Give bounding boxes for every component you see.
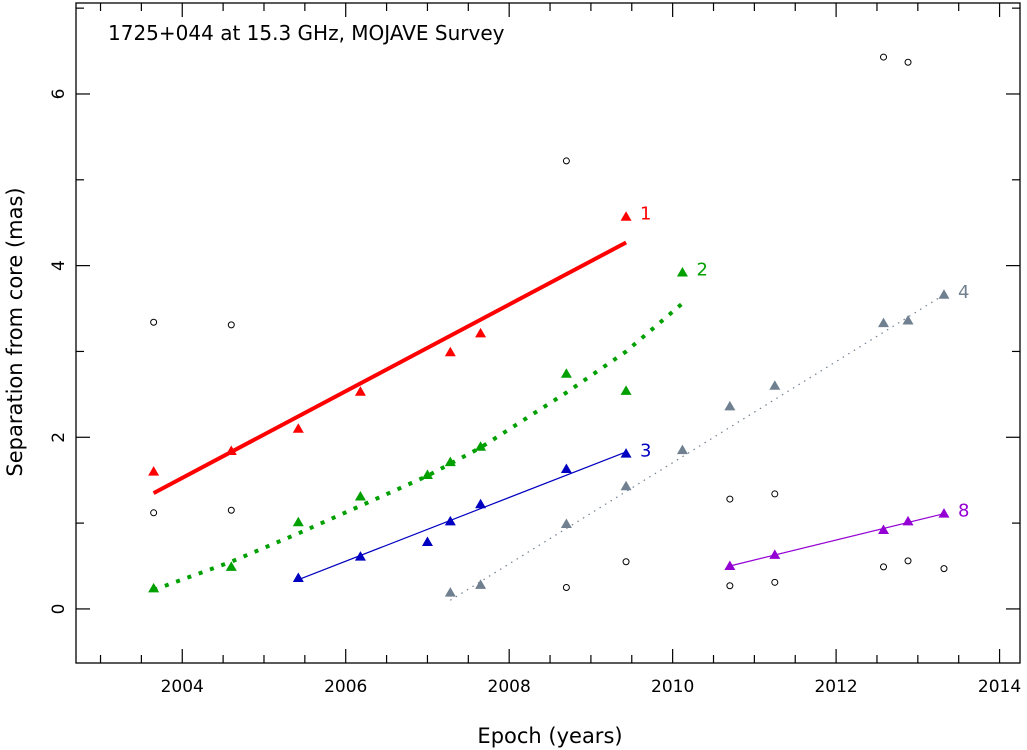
unassociated-point <box>940 565 948 573</box>
data-point-3 <box>560 463 572 474</box>
fit-line-1 <box>152 240 628 495</box>
unassociated-point <box>880 563 888 571</box>
series-label-3: 3 <box>640 441 651 462</box>
fit-line-4 <box>449 294 945 601</box>
series-label-8: 8 <box>958 501 969 522</box>
unassociated-point <box>227 321 235 329</box>
data-point-2 <box>148 582 160 593</box>
series-label-2: 2 <box>696 259 707 280</box>
unassociated-point <box>227 506 235 514</box>
data-point-2 <box>676 266 688 277</box>
data-point-2 <box>292 516 304 527</box>
data-point-8 <box>938 508 950 518</box>
data-point-2 <box>225 561 237 571</box>
fit-line-3 <box>298 451 627 581</box>
chart-title: 1725+044 at 15.3 GHz, MOJAVE Survey <box>108 21 505 45</box>
data-point-1 <box>225 445 237 456</box>
unassociated-point <box>562 157 570 165</box>
y-tick-label: 6 <box>49 89 69 100</box>
data-point-1 <box>475 327 487 338</box>
data-point-2 <box>444 456 456 467</box>
unassociated-point <box>771 490 779 498</box>
series-labels: 1 2 3 4 8 <box>640 204 969 522</box>
x-tick-label: 2006 <box>324 677 367 697</box>
x-tick-label: 2004 <box>161 677 204 697</box>
x-tick-label: 2014 <box>978 677 1021 697</box>
unassociated-point <box>904 58 912 66</box>
unassociated-point <box>150 318 158 326</box>
data-point-1 <box>620 211 632 221</box>
data-point-1 <box>354 386 366 396</box>
unassociated-point <box>726 495 734 503</box>
fit-line-8 <box>729 513 945 567</box>
data-point-3 <box>421 536 433 546</box>
data-point-4 <box>938 289 950 299</box>
unassociated-point <box>622 558 630 566</box>
data-point-4 <box>475 579 487 589</box>
unassociated-point <box>771 578 779 586</box>
data-point-2 <box>354 490 366 501</box>
unassociated-point <box>726 582 734 590</box>
x-tick-label: 2008 <box>488 677 531 697</box>
data-point-1 <box>292 423 304 433</box>
fit-lines <box>152 240 945 601</box>
data-point-4 <box>560 518 572 528</box>
x-tick-label: 2012 <box>814 677 857 697</box>
y-tick-label: 2 <box>49 432 69 443</box>
data-point-3 <box>354 551 366 561</box>
data-point-8 <box>769 549 781 559</box>
unassociated-point <box>150 509 158 517</box>
x-tick-label: 2010 <box>651 677 694 697</box>
data-point-1 <box>444 346 456 357</box>
data-point-8 <box>878 524 890 534</box>
unassociated-point <box>562 583 570 591</box>
axis-ticks: 2004 2006 2008 2010 2012 2014 0 2 4 6 <box>49 3 1021 697</box>
data-point-3 <box>444 515 456 526</box>
unassociated-point <box>880 53 888 61</box>
data-point-2 <box>421 469 433 480</box>
y-tick-label: 4 <box>49 260 69 271</box>
data-point-2 <box>475 441 487 451</box>
plot-frame <box>75 2 1021 664</box>
data-point-3 <box>475 498 487 509</box>
data-point-2 <box>560 368 572 378</box>
data-point-8 <box>902 515 914 526</box>
data-point-4 <box>724 400 736 411</box>
series-label-1: 1 <box>640 204 651 225</box>
series-label-4: 4 <box>958 282 969 303</box>
data-point-3 <box>620 448 632 458</box>
fit-line-2 <box>152 301 684 592</box>
unassociated-point <box>904 557 912 565</box>
y-axis-title: Separation from core (mas) <box>3 187 27 476</box>
data-points <box>148 53 950 597</box>
data-point-4 <box>444 587 456 597</box>
data-point-4 <box>676 444 688 455</box>
data-point-8 <box>724 560 736 571</box>
data-point-1 <box>148 466 160 476</box>
data-point-4 <box>878 317 890 328</box>
data-point-2 <box>620 385 632 395</box>
data-point-4 <box>620 480 632 491</box>
data-point-3 <box>292 572 304 583</box>
data-point-4 <box>769 380 781 390</box>
y-tick-label: 0 <box>49 604 69 615</box>
data-point-4 <box>902 315 914 325</box>
x-axis-title: Epoch (years) <box>477 724 622 748</box>
